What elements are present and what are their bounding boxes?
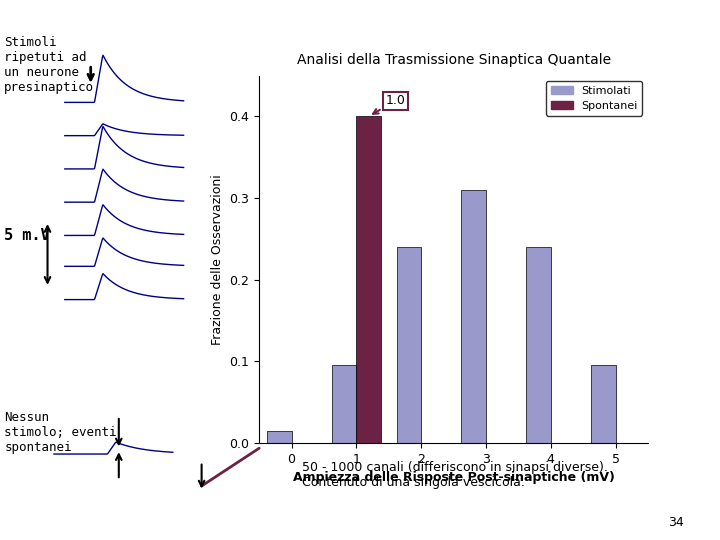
Text: Stimoli
ripetuti ad
un neurone
presinaptico: Stimoli ripetuti ad un neurone presinapt…	[4, 36, 94, 94]
Bar	[526, 247, 551, 443]
Y-axis label: Frazione delle Osservazioni: Frazione delle Osservazioni	[211, 174, 224, 345]
Text: Nessun
stimolo; eventi
spontanei: Nessun stimolo; eventi spontanei	[4, 411, 117, 454]
Bar	[397, 247, 421, 443]
Bar	[332, 365, 356, 443]
Text: 50 - 1000 canali (differiscono in sinapsi diverse).
Contenuto di una singola ves: 50 - 1000 canali (differiscono in sinaps…	[302, 461, 608, 489]
Bar	[356, 117, 381, 443]
Title: Analisi della Trasmissione Sinaptica Quantale: Analisi della Trasmissione Sinaptica Qua…	[297, 53, 611, 68]
Bar	[462, 190, 486, 443]
Text: 1.0: 1.0	[373, 94, 405, 114]
Text: 34: 34	[668, 516, 684, 529]
X-axis label: Ampiezza delle Risposte Post-sinaptiche (mV): Ampiezza delle Risposte Post-sinaptiche …	[292, 471, 615, 484]
Bar	[591, 365, 616, 443]
Bar	[267, 430, 292, 443]
Legend: Stimolati, Spontanei: Stimolati, Spontanei	[546, 81, 642, 116]
Text: 5 m.V: 5 m.V	[4, 228, 50, 243]
